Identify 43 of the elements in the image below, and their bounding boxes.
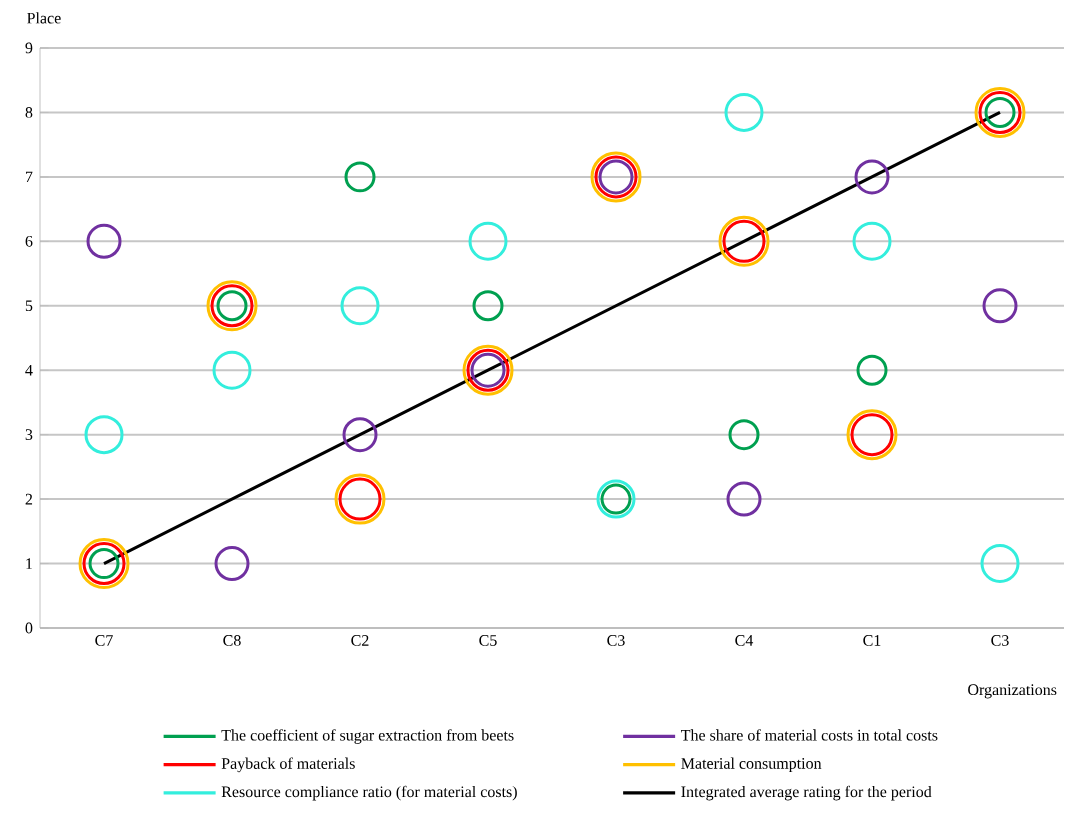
point <box>468 221 508 261</box>
y-tick-label: 0 <box>25 622 33 634</box>
x-tick-label: C3 <box>991 635 1009 646</box>
x-tick-label: C3 <box>607 635 625 646</box>
x-axis-title: Organizations <box>968 684 1057 699</box>
legend-label: Material consumption <box>681 757 822 773</box>
point <box>982 288 1018 324</box>
x-tick-label: C1 <box>863 635 881 646</box>
y-axis-title: Place <box>27 12 61 24</box>
legend-label: Integrated average rating for the period <box>681 785 932 801</box>
x-tick-label: C5 <box>479 635 497 646</box>
point <box>726 481 762 517</box>
y-tick-label: 2 <box>25 493 33 505</box>
point <box>86 223 122 259</box>
legend-label: The coefficient of sugar extraction from beets <box>221 729 514 744</box>
legend-label: Payback of materials <box>221 757 355 773</box>
point <box>980 544 1020 584</box>
legend-label: Resource compliance ratio (for material costs) <box>221 785 517 801</box>
legend-label: The share of material costs in total costs <box>681 729 938 741</box>
x-tick-label: C7 <box>95 635 113 646</box>
x-tick-label: C8 <box>223 635 241 646</box>
point <box>728 419 760 451</box>
point <box>852 221 892 261</box>
point <box>344 161 376 193</box>
y-tick-label: 5 <box>25 300 33 312</box>
point <box>214 546 250 582</box>
y-tick-label: 4 <box>25 364 33 376</box>
y-tick-label: 9 <box>25 42 33 54</box>
y-tick-label: 1 <box>26 558 32 569</box>
point <box>856 354 888 386</box>
x-tick-label: C2 <box>351 635 369 646</box>
y-tick-label: 8 <box>25 107 33 118</box>
x-tick-label: C4 <box>735 635 754 646</box>
y-tick-label: 6 <box>25 235 33 247</box>
y-tick-label: 7 <box>26 171 33 183</box>
point <box>342 417 378 453</box>
point <box>472 290 504 322</box>
point <box>84 415 124 455</box>
point <box>854 159 890 195</box>
point <box>212 350 252 390</box>
point <box>340 286 380 326</box>
y-tick-label: 3 <box>25 429 33 441</box>
point <box>724 92 764 132</box>
